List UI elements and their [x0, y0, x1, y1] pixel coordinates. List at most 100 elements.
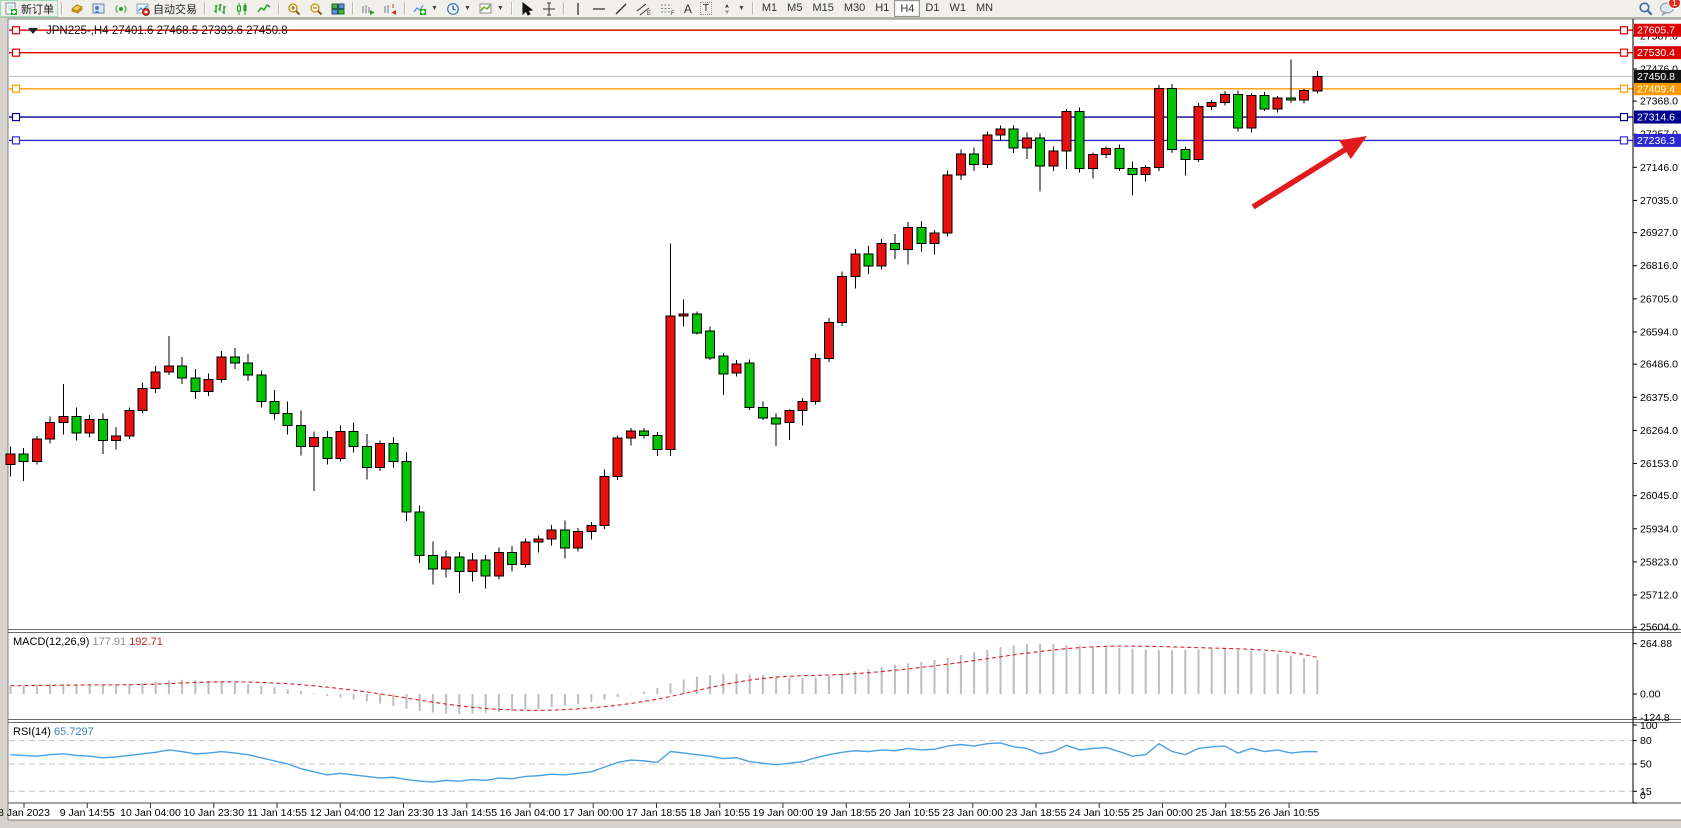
timeframe-D1[interactable]: D1 [925, 1, 940, 14]
svg-text:10 Jan 23:30: 10 Jan 23:30 [183, 807, 244, 819]
svg-text:50: 50 [1640, 759, 1652, 771]
channel-button[interactable]: E [632, 0, 656, 17]
autotrading-button[interactable]: 自动交易 [132, 0, 201, 17]
autotrading-icon [136, 3, 150, 16]
line-chart-icon [257, 3, 271, 12]
timeframe-W1[interactable]: W1 [949, 1, 966, 14]
template-icon [479, 3, 492, 13]
line-anchor-handle[interactable] [1619, 136, 1629, 145]
text-tool-button[interactable]: A [680, 0, 696, 17]
notifications-button[interactable]: 1 [1659, 0, 1681, 16]
svg-text:23 Jan 00:00: 23 Jan 00:00 [942, 807, 1003, 819]
search-icon[interactable] [1638, 1, 1653, 16]
svg-text:25 Jan 00:00: 25 Jan 00:00 [1132, 807, 1193, 819]
time-axis[interactable]: 8 Jan 2023 9 Jan 14:55 10 Jan 04:00 10 Jan … [0, 803, 1320, 819]
market-watch-icon [70, 3, 83, 14]
chevron-down-icon: ▼ [496, 5, 504, 12]
notification-badge: 1 [1667, 0, 1681, 9]
separator [278, 2, 280, 15]
zoom-in-button[interactable] [283, 0, 305, 17]
navigator-button[interactable] [88, 0, 110, 17]
crosshair-button[interactable] [538, 0, 560, 17]
candlestick-series[interactable] [5, 59, 1323, 594]
bar-chart-icon [214, 3, 226, 14]
line-anchor-handle[interactable] [11, 112, 21, 122]
zoom-out-icon [310, 2, 323, 15]
svg-text:F: F [671, 11, 675, 16]
clock-icon [447, 2, 459, 15]
svg-text:8 Jan 2023: 8 Jan 2023 [0, 807, 50, 819]
separator [61, 2, 63, 15]
rsi-pane[interactable]: RSI(14) 65.7297 [9, 726, 1633, 792]
zoom-out-button[interactable] [305, 0, 327, 17]
line-anchor-handle[interactable] [1619, 112, 1629, 122]
line-anchor-handle[interactable] [1619, 48, 1629, 57]
svg-text:26594.0: 26594.0 [1640, 326, 1678, 338]
svg-text:26705.0: 26705.0 [1640, 293, 1678, 305]
line-anchor-handle[interactable] [11, 26, 21, 35]
symbol-dropdown-icon[interactable] [28, 28, 38, 34]
timeframe-H1[interactable]: H1 [875, 1, 890, 14]
chart-shift-button[interactable] [379, 0, 401, 17]
line-chart-button[interactable] [253, 0, 275, 17]
new-order-button[interactable]: 新订单 [0, 0, 58, 17]
separator [562, 2, 565, 15]
timeframe-M30[interactable]: M30 [843, 1, 866, 14]
candle-chart-button[interactable] [231, 0, 253, 17]
svg-text:26375.0: 26375.0 [1640, 392, 1678, 404]
timeframe-M5[interactable]: M5 [787, 1, 803, 14]
timeframe-M1[interactable]: M1 [761, 1, 778, 14]
svg-text:17 Jan 18:55: 17 Jan 18:55 [626, 807, 687, 819]
bar-chart-button[interactable] [209, 0, 231, 17]
auto-scroll-icon [362, 4, 375, 15]
text-label-icon: T [699, 2, 712, 15]
annotation-arrow[interactable] [1251, 136, 1367, 210]
arrows-button[interactable]: ▼ [716, 0, 749, 17]
svg-text:25712.0: 25712.0 [1640, 590, 1678, 602]
market-watch-button[interactable] [66, 0, 88, 17]
indicators-button[interactable]: ▼ [409, 0, 442, 17]
separator [510, 2, 513, 15]
timeframe-M15[interactable]: M15 [812, 1, 834, 14]
fibonacci-icon: F [660, 4, 675, 16]
svg-text:264.88: 264.88 [1640, 638, 1672, 650]
svg-text:27605.7: 27605.7 [1637, 25, 1675, 37]
svg-text:25934.0: 25934.0 [1640, 523, 1678, 535]
line-anchor-handle[interactable] [1619, 26, 1629, 35]
cursor-icon [522, 1, 534, 16]
price-badge: 27605.7 [1634, 23, 1681, 37]
timeframe-MN[interactable]: MN [975, 1, 994, 14]
vertical-line-button[interactable] [568, 0, 588, 17]
price-badge: 27530.4 [1634, 46, 1681, 60]
periods-button[interactable]: ▼ [442, 0, 475, 17]
line-anchor-handle[interactable] [11, 48, 21, 57]
horizontal-line-button[interactable] [588, 0, 610, 17]
svg-text:26927.0: 26927.0 [1640, 227, 1678, 239]
svg-text:9 Jan 14:55: 9 Jan 14:55 [60, 807, 115, 819]
line-anchor-handle[interactable] [11, 136, 21, 145]
svg-text:13 Jan 14:55: 13 Jan 14:55 [436, 807, 497, 819]
chevron-down-icon: ▼ [737, 5, 745, 12]
line-anchor-handle[interactable] [11, 84, 21, 93]
svg-text:11 Jan 14:55: 11 Jan 14:55 [247, 807, 307, 819]
cursor-button[interactable] [516, 0, 538, 17]
signal-icon [115, 4, 127, 13]
signal-button[interactable] [110, 0, 132, 17]
svg-text:27035.0: 27035.0 [1640, 195, 1678, 207]
price-badge: 27236.3 [1634, 133, 1681, 147]
line-anchor-handle[interactable] [1619, 84, 1629, 93]
svg-text:27146.0: 27146.0 [1640, 162, 1678, 174]
horizontal-line-icon [592, 7, 605, 10]
macd-pane[interactable]: MACD(12,26,9) 177.91 192.71 [9, 636, 1319, 715]
price-axis[interactable]: 27587.027476.027368.027257.027146.027035… [1632, 19, 1681, 804]
templates-button[interactable]: ▼ [475, 0, 508, 17]
trendline-button[interactable] [610, 0, 632, 17]
timeframe-H4[interactable]: H4 [894, 0, 921, 17]
auto-scroll-button[interactable] [357, 0, 379, 17]
svg-text:0: 0 [1640, 790, 1646, 802]
tile-windows-button[interactable] [327, 0, 349, 17]
price-badge: 27450.8 [1634, 69, 1681, 83]
text-label-button[interactable]: T [696, 0, 716, 17]
fibonacci-button[interactable]: F [656, 0, 680, 17]
